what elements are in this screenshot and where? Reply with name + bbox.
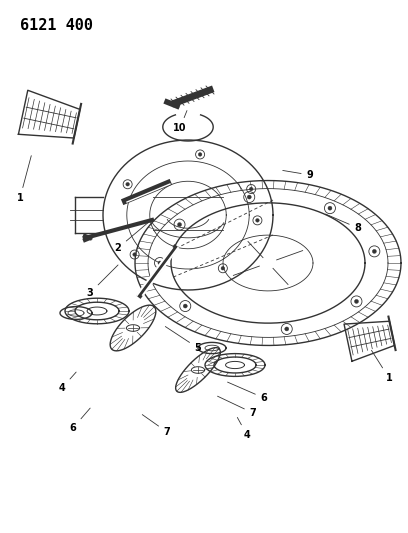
Circle shape [177,223,182,227]
Text: 1: 1 [372,350,392,383]
Text: 4: 4 [59,372,76,393]
Circle shape [355,300,359,303]
Text: 6: 6 [70,408,90,433]
Circle shape [247,195,251,199]
Circle shape [328,206,332,210]
Text: 4: 4 [237,417,251,440]
Circle shape [373,249,376,253]
Circle shape [221,266,225,270]
Circle shape [126,182,129,186]
Circle shape [249,187,253,191]
Text: 3: 3 [86,265,118,298]
Text: 1: 1 [17,156,31,203]
Text: 10: 10 [173,110,187,133]
Text: 7: 7 [217,396,256,418]
Circle shape [183,304,187,308]
Text: 5: 5 [165,327,202,353]
Text: 7: 7 [142,415,171,437]
Text: 6: 6 [228,382,267,403]
Circle shape [256,219,259,222]
Text: 6121 400: 6121 400 [20,18,93,33]
Text: 8: 8 [326,214,361,233]
Circle shape [133,253,136,256]
Text: 9: 9 [283,170,313,180]
Text: 2: 2 [115,223,148,253]
Circle shape [158,261,162,265]
Circle shape [198,152,202,156]
Circle shape [285,327,289,331]
